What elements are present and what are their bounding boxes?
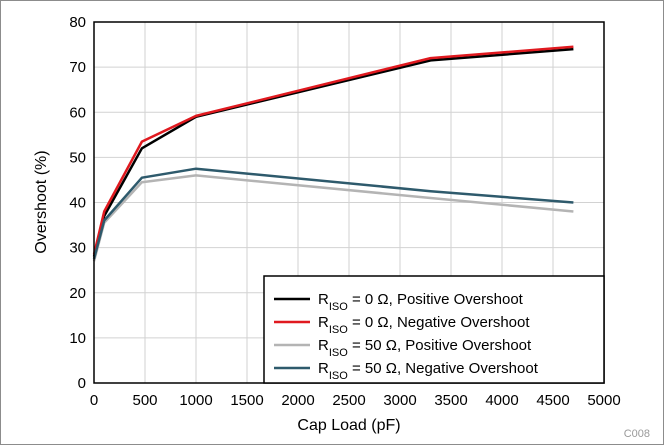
legend-label-4: RISO = 50 Ω, Negative Overshoot (318, 360, 539, 382)
series-line-2 (92, 45, 574, 255)
y-tick-label: 30 (69, 240, 86, 257)
x-tick-label: 500 (132, 392, 157, 409)
figure-code: C008 (624, 428, 650, 440)
legend-box (263, 275, 605, 384)
legend-label-2: RISO = 0 Ω, Negative Overshoot (318, 314, 530, 336)
y-tick-label: 10 (69, 330, 86, 347)
x-tick-label: 1500 (230, 392, 263, 409)
legend-label-1: RISO = 0 Ω, Positive Overshoot (318, 291, 524, 313)
x-tick-label: 4500 (536, 392, 569, 409)
x-tick-label: 2500 (332, 392, 365, 409)
y-axis-title: Overshoot (%) (33, 150, 50, 253)
y-tick-label: 0 (78, 375, 86, 392)
x-axis-title: Cap Load (pF) (297, 417, 400, 434)
y-tick-label: 50 (69, 149, 86, 166)
y-tick-labels: 0 10 20 30 40 50 60 70 80 (69, 14, 86, 392)
x-tick-label: 3500 (434, 392, 467, 409)
x-tick-labels: 0 500 1000 1500 2000 2500 3000 3500 4000 4500 5000 (90, 392, 621, 409)
y-tick-label: 80 (69, 14, 86, 31)
x-tick-label: 2000 (281, 392, 314, 409)
x-tick-label: 0 (90, 392, 98, 409)
y-tick-label: 20 (69, 285, 86, 302)
y-tick-label: 60 (69, 104, 86, 121)
x-tick-label: 3000 (383, 392, 416, 409)
x-tick-label: 1000 (179, 392, 212, 409)
x-tick-label: 4000 (485, 392, 518, 409)
series-line-4 (92, 167, 574, 260)
y-tick-label: 40 (69, 195, 86, 212)
legend-label-3: RISO = 50 Ω, Positive Overshoot (318, 337, 532, 359)
series-lines (92, 45, 574, 262)
x-tick-label: 5000 (587, 392, 620, 409)
y-tick-label: 70 (69, 59, 86, 76)
